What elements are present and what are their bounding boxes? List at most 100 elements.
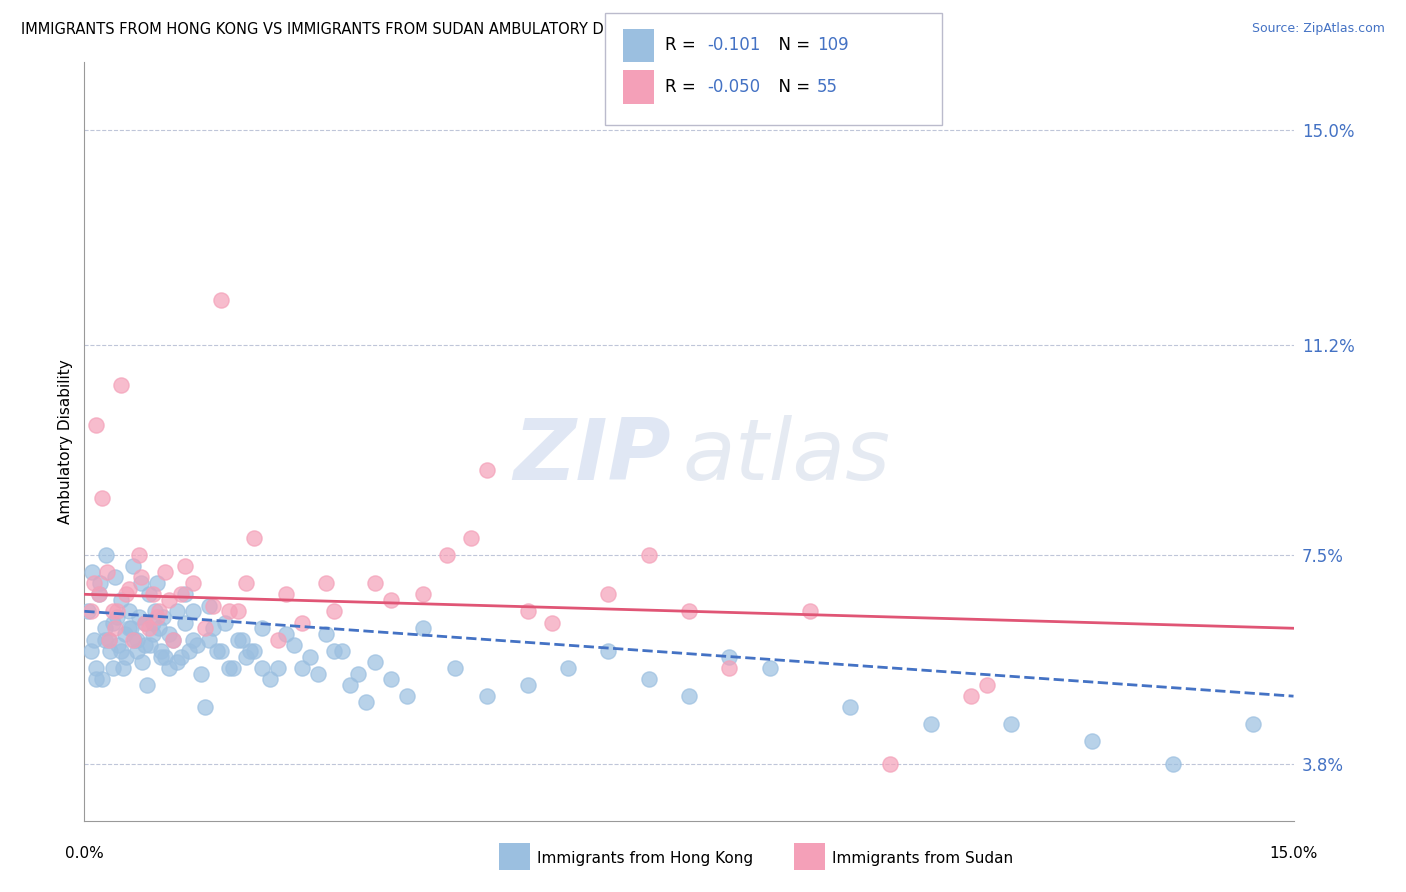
Point	[148, 621, 170, 635]
Point	[380, 593, 402, 607]
Point	[1081, 734, 1104, 748]
Point	[170, 649, 193, 664]
Point	[162, 632, 184, 647]
Point	[239, 644, 262, 658]
Point	[96, 565, 118, 579]
Point	[86, 661, 108, 675]
Point	[97, 632, 120, 647]
Text: N =: N =	[768, 78, 815, 96]
Point	[94, 548, 117, 562]
Point	[93, 621, 115, 635]
Point	[242, 531, 264, 545]
Point	[637, 548, 659, 562]
Point	[218, 661, 240, 675]
Point	[157, 593, 180, 607]
Point	[174, 615, 197, 630]
Point	[960, 689, 983, 703]
Point	[274, 627, 297, 641]
Point	[678, 604, 700, 618]
Point	[142, 615, 165, 630]
Text: atlas: atlas	[683, 415, 891, 499]
Point	[214, 615, 236, 630]
Point	[242, 644, 264, 658]
Text: Source: ZipAtlas.com: Source: ZipAtlas.com	[1251, 22, 1385, 36]
Point	[80, 604, 103, 618]
Point	[444, 661, 467, 675]
Point	[879, 757, 901, 772]
Point	[128, 548, 150, 562]
Point	[315, 576, 337, 591]
Point	[231, 632, 253, 647]
Point	[198, 632, 221, 647]
Point	[104, 621, 127, 635]
Point	[557, 661, 579, 675]
Point	[115, 649, 138, 664]
Point	[170, 587, 193, 601]
Point	[120, 621, 142, 635]
Point	[174, 587, 197, 601]
Text: Immigrants from Sudan: Immigrants from Sudan	[832, 851, 1014, 865]
Point	[110, 593, 132, 607]
Point	[209, 644, 232, 658]
Point	[250, 621, 273, 635]
Point	[143, 604, 166, 618]
Y-axis label: Ambulatory Disability: Ambulatory Disability	[58, 359, 73, 524]
Point	[235, 576, 257, 591]
Text: -0.050: -0.050	[707, 78, 761, 96]
Text: 0.0%: 0.0%	[65, 847, 104, 861]
Point	[118, 604, 141, 618]
Point	[174, 559, 197, 574]
Point	[129, 576, 152, 591]
Point	[136, 678, 159, 692]
Point	[115, 587, 138, 601]
Point	[129, 570, 152, 584]
Text: R =: R =	[665, 37, 702, 54]
Point	[134, 615, 156, 630]
Point	[758, 661, 780, 675]
Point	[166, 604, 188, 618]
Point	[121, 632, 143, 647]
Point	[86, 417, 108, 432]
Text: R =: R =	[665, 78, 702, 96]
Point	[202, 599, 225, 613]
Point	[799, 604, 821, 618]
Point	[460, 531, 482, 545]
Point	[323, 644, 346, 658]
Point	[162, 632, 184, 647]
Point	[516, 604, 538, 618]
Point	[82, 565, 104, 579]
Point	[839, 700, 862, 714]
Text: -0.101: -0.101	[707, 37, 761, 54]
Point	[101, 615, 124, 630]
Point	[516, 678, 538, 692]
Text: 109: 109	[817, 37, 848, 54]
Point	[347, 666, 370, 681]
Point	[146, 610, 169, 624]
Point	[267, 661, 290, 675]
Point	[323, 604, 346, 618]
Point	[80, 644, 103, 658]
Point	[101, 604, 124, 618]
Point	[149, 649, 172, 664]
Point	[110, 644, 132, 658]
Text: ZIP: ZIP	[513, 415, 671, 499]
Point	[330, 644, 353, 658]
Point	[202, 621, 225, 635]
Point	[395, 689, 418, 703]
Point	[152, 610, 174, 624]
Point	[541, 615, 564, 630]
Point	[718, 649, 741, 664]
Point	[307, 666, 329, 681]
Point	[153, 565, 176, 579]
Point	[86, 672, 108, 686]
Point	[637, 672, 659, 686]
Point	[91, 672, 114, 686]
Point	[1161, 757, 1184, 772]
Point	[107, 638, 129, 652]
Point	[93, 632, 115, 647]
Point	[149, 644, 172, 658]
Point	[83, 576, 105, 591]
Point	[283, 638, 305, 652]
Point	[976, 678, 998, 692]
Point	[598, 587, 620, 601]
